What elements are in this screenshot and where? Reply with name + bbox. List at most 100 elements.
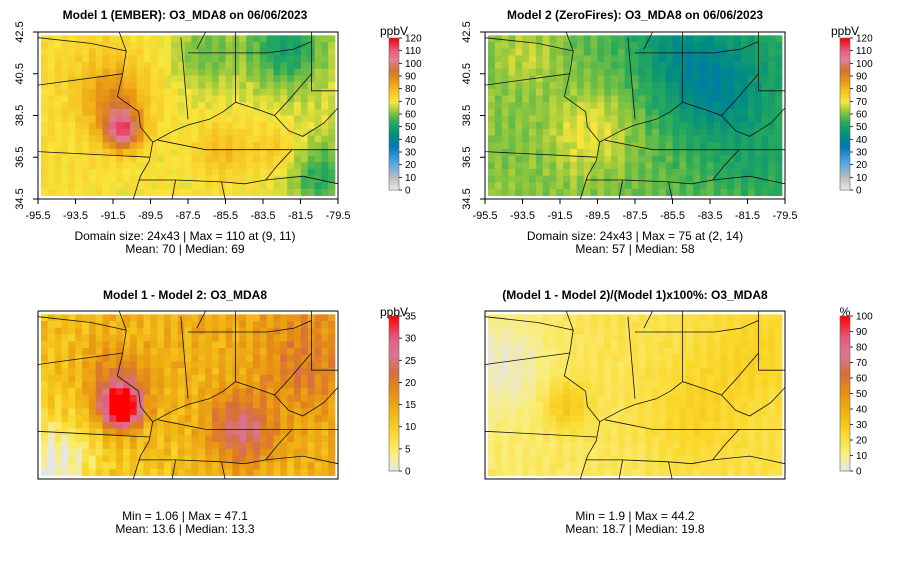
heatmap-cell <box>549 334 557 342</box>
heatmap-cell <box>314 321 322 329</box>
heatmap-cell <box>191 68 199 76</box>
heatmap-cell <box>775 448 783 456</box>
heatmap-cell <box>611 188 619 197</box>
heatmap-cell <box>328 155 336 163</box>
heatmap-cell <box>693 148 701 156</box>
heatmap-cell <box>129 388 138 396</box>
heatmap-cell <box>535 42 544 50</box>
heatmap-cell <box>645 175 653 183</box>
heatmap-cell <box>68 35 76 43</box>
heatmap-cell <box>321 448 329 456</box>
heatmap-cell <box>184 135 192 143</box>
heatmap-cell <box>706 155 714 163</box>
legend-swatch <box>840 98 850 102</box>
heatmap-cell <box>549 421 557 429</box>
heatmap-cell <box>314 148 322 156</box>
heatmap-cell <box>136 142 144 150</box>
heatmap-cell <box>41 408 49 416</box>
heatmap-cell <box>239 82 247 90</box>
heatmap-cell <box>720 374 728 382</box>
heatmap-cell <box>95 68 103 76</box>
heatmap-cell <box>47 115 56 123</box>
heatmap-cell <box>494 361 503 369</box>
heatmap-cell <box>583 354 591 362</box>
heatmap-cell <box>488 55 496 63</box>
heatmap-cell <box>740 334 749 342</box>
heatmap-cell <box>542 75 550 83</box>
heatmap-cell <box>164 314 172 322</box>
heatmap-cell <box>645 455 653 463</box>
heatmap-cell <box>136 354 144 362</box>
heatmap-cell <box>82 347 90 356</box>
heatmap-cell <box>300 35 308 43</box>
heatmap-cell <box>501 48 509 56</box>
legend-tick-label: 10 <box>856 173 868 184</box>
heatmap-cell <box>88 321 97 329</box>
heatmap-cell <box>747 368 755 376</box>
legend-swatch <box>389 96 399 100</box>
heatmap-cell <box>129 327 138 335</box>
heatmap-cell <box>761 82 769 90</box>
heatmap-cell <box>116 347 124 356</box>
heatmap-cell <box>617 381 626 389</box>
heatmap-cell <box>177 182 185 190</box>
heatmap-cell <box>693 102 701 110</box>
heatmap-cell <box>597 108 605 116</box>
heatmap-cell <box>658 408 667 416</box>
heatmap-cell <box>123 381 131 389</box>
heatmap-cell <box>143 188 151 197</box>
heatmap-cell <box>515 435 523 443</box>
heatmap-cell <box>542 401 550 409</box>
heatmap-cell <box>761 341 769 349</box>
heatmap-cell <box>665 368 673 376</box>
heatmap-cell <box>287 135 295 143</box>
heatmap-cell <box>328 395 336 403</box>
heatmap-cell <box>611 48 619 56</box>
heatmap-cell <box>542 162 550 170</box>
heatmap-cell <box>775 347 783 356</box>
heatmap-cell <box>522 421 530 429</box>
heatmap-cell <box>549 102 557 110</box>
heatmap-cell <box>686 341 694 349</box>
heatmap-cell <box>205 142 213 150</box>
legend-swatch <box>389 70 399 74</box>
heatmap-cell <box>328 122 336 130</box>
heatmap-cell <box>713 188 721 197</box>
heatmap-cell <box>273 334 281 342</box>
heatmap-cell <box>239 314 247 322</box>
legend-swatch <box>840 326 850 330</box>
legend-swatch <box>389 458 399 462</box>
heatmap-cell <box>556 374 564 382</box>
heatmap-cell <box>88 48 97 56</box>
heatmap-cell <box>522 354 530 362</box>
panel-title: Model 2 (ZeroFires): O3_MDA8 on 06/06/20… <box>507 8 763 22</box>
heatmap-cell <box>266 455 274 463</box>
heatmap-cell <box>41 381 49 389</box>
heatmap-cell <box>321 62 329 70</box>
heatmap-cell <box>41 334 49 342</box>
heatmap-cell <box>211 368 220 376</box>
heatmap-cell <box>570 381 578 389</box>
heatmap-cell <box>488 68 496 76</box>
heatmap-cell <box>727 354 735 362</box>
heatmap-cell <box>246 381 254 389</box>
heatmap-cell <box>218 68 226 76</box>
heatmap-cell <box>652 168 660 176</box>
legend-swatch <box>840 43 850 46</box>
heatmap-cell <box>734 388 742 396</box>
heatmap-cell <box>88 155 97 163</box>
x-tick-label: -95.5 <box>472 210 497 222</box>
heatmap-cell <box>590 448 598 456</box>
heatmap-cell <box>624 341 632 349</box>
heatmap-cell <box>720 334 728 342</box>
heatmap-cell <box>652 122 660 130</box>
heatmap-cell <box>246 341 254 349</box>
heatmap-cell <box>68 48 76 56</box>
heatmap-cell <box>252 135 261 143</box>
heatmap-cell <box>164 388 172 396</box>
heatmap-cell <box>239 395 247 403</box>
heatmap-cell <box>82 327 90 335</box>
y-axis: 34.536.538.540.542.5 <box>461 21 485 210</box>
heatmap-cell <box>246 374 254 382</box>
heatmap-cell <box>775 314 783 322</box>
